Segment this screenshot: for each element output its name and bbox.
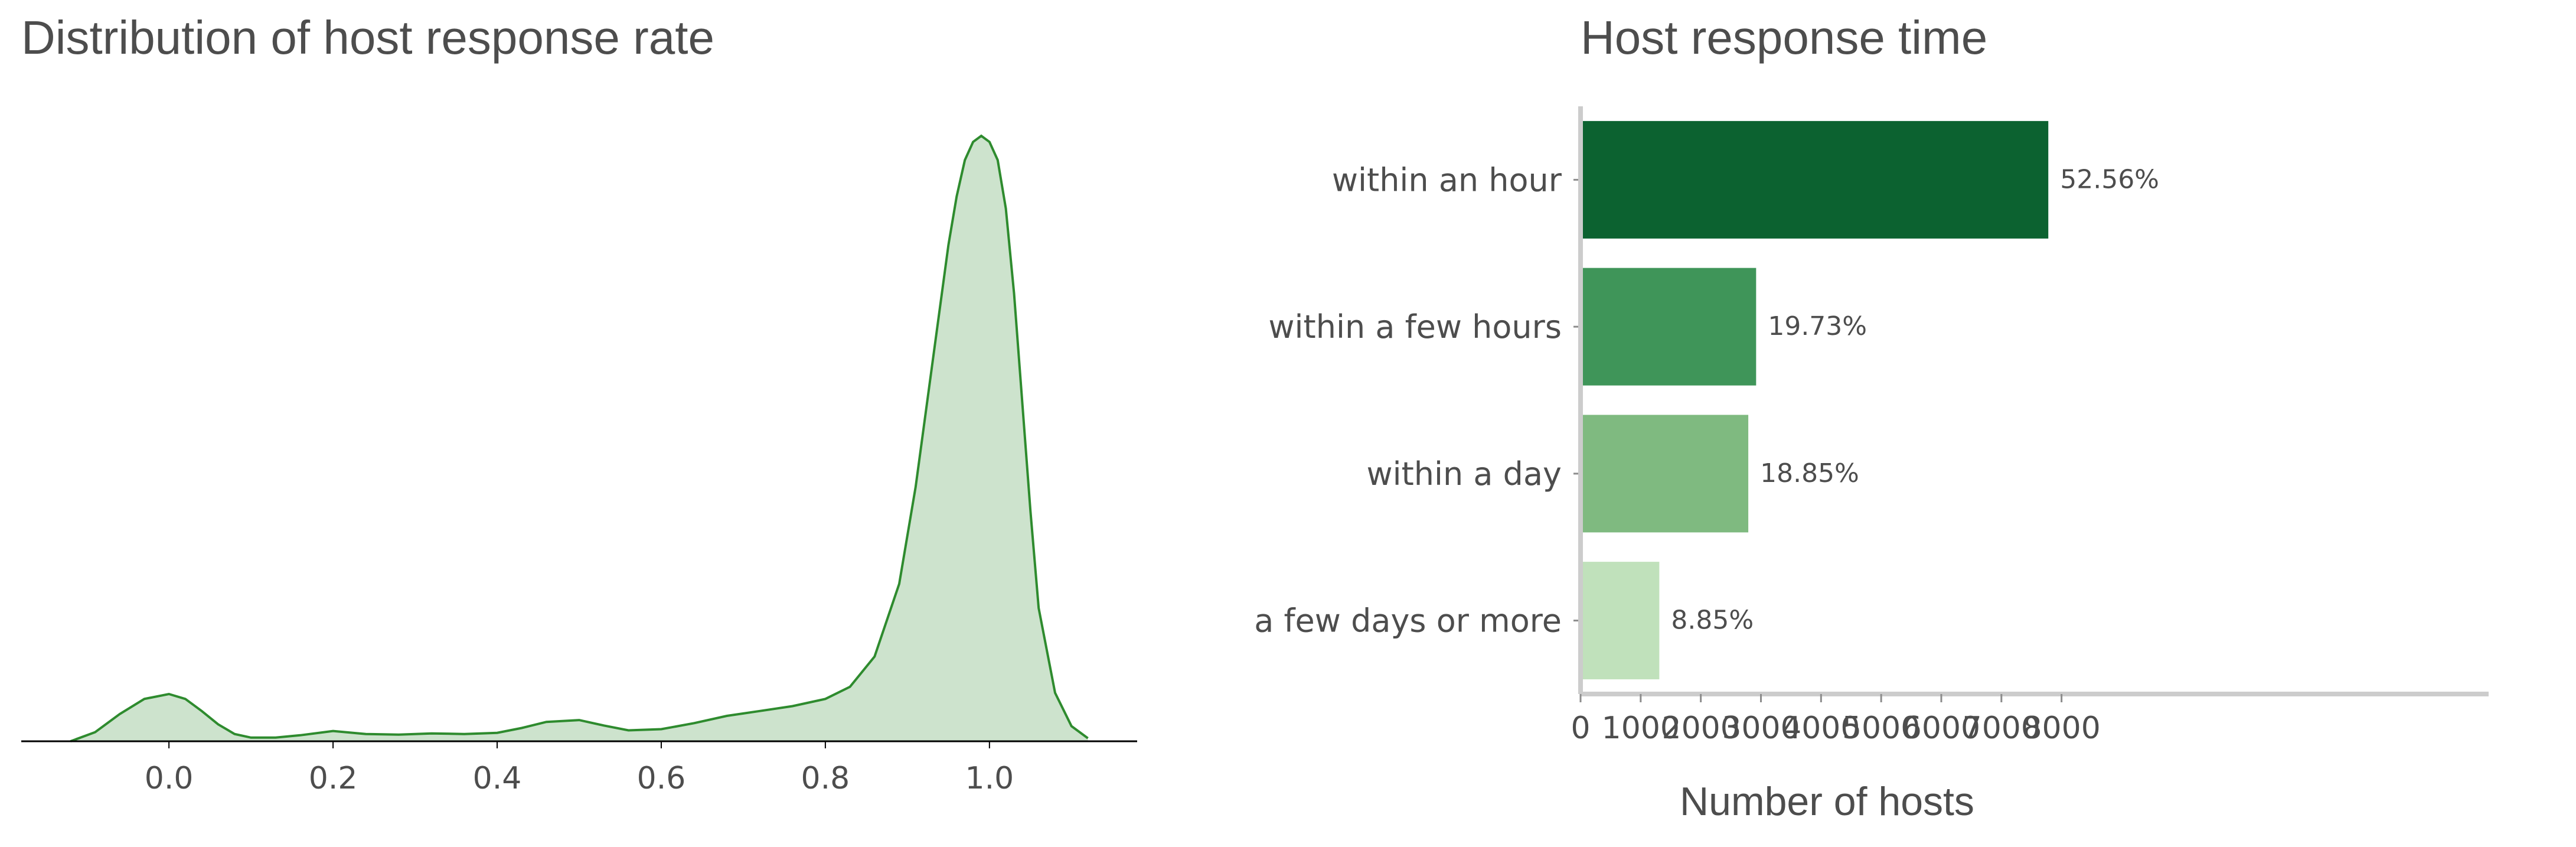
density-area bbox=[70, 136, 1088, 741]
x-tick-label: 5000 bbox=[1842, 711, 1920, 746]
kde-chart-title: Distribution of host response rate bbox=[21, 11, 714, 64]
x-tick-label: 0.0 bbox=[145, 761, 194, 796]
x-tick-label: 0.6 bbox=[637, 761, 686, 796]
x-tick-label: 8000 bbox=[2022, 711, 2100, 746]
x-axis-label: Number of hosts bbox=[1680, 779, 1974, 824]
x-tick-label: 0.4 bbox=[473, 761, 522, 796]
x-tick-label: 1.0 bbox=[965, 761, 1014, 796]
x-tick-label: 3000 bbox=[1722, 711, 1800, 746]
x-tick-label: 7000 bbox=[1963, 711, 2040, 746]
bar-chart-title: Host response time bbox=[1581, 11, 1988, 64]
x-tick-label: 0.2 bbox=[309, 761, 358, 796]
bar-value-label: 52.56% bbox=[2060, 164, 2159, 194]
bar-value-label: 19.73% bbox=[1768, 311, 1867, 341]
bar-chart-svg: within an hour 52.56% within a few hours 19… bbox=[1254, 106, 2489, 824]
category-label: within an hour bbox=[1332, 161, 1562, 198]
category-label: within a day bbox=[1366, 455, 1562, 493]
x-tick-label: 4000 bbox=[1782, 711, 1860, 746]
category-label: a few days or more bbox=[1254, 602, 1562, 640]
bar-value-label: 8.85% bbox=[1671, 605, 1754, 636]
x-tick-label: 0 bbox=[1571, 711, 1590, 746]
bar-value-label: 18.85% bbox=[1760, 458, 1859, 488]
bar bbox=[1581, 120, 2049, 239]
kde-chart-svg: 0.0 0.2 0.4 0.6 0.8 1.0 bbox=[21, 134, 1137, 796]
x-tick-label: 6000 bbox=[1902, 711, 1980, 746]
x-tick-label: 2000 bbox=[1661, 711, 1739, 746]
bar-chart-panel: Host response time within an hour 52.56% w… bbox=[1181, 0, 2576, 847]
category-label: within a few hours bbox=[1268, 308, 1562, 346]
bar bbox=[1581, 268, 1756, 386]
bar bbox=[1581, 562, 1660, 680]
kde-chart-panel: Distribution of host response rate 0.0 0.… bbox=[0, 0, 1181, 847]
density-line bbox=[70, 134, 1089, 742]
bar bbox=[1581, 415, 1749, 533]
x-tick-label: 1000 bbox=[1602, 711, 1680, 746]
x-tick-label: 0.8 bbox=[801, 761, 850, 796]
